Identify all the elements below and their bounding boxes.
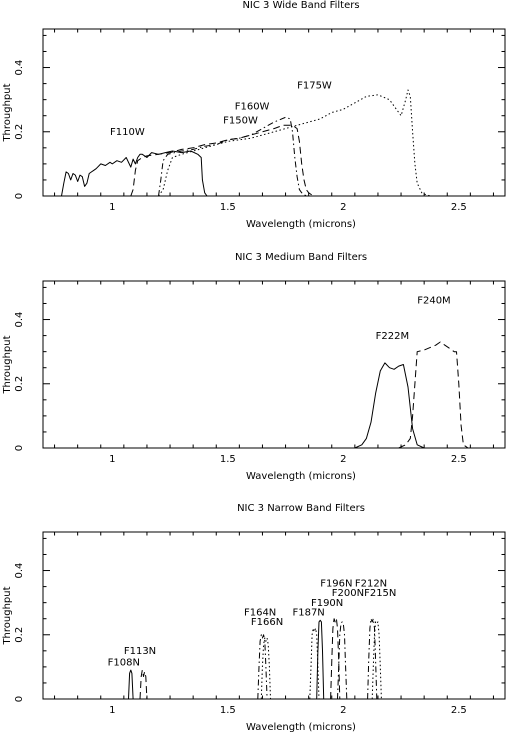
series-line-f150w xyxy=(130,124,314,197)
filter-label-f190n: F190N xyxy=(311,598,343,609)
filter-label-f150w: F150W xyxy=(223,116,258,127)
y-tick-label: 0.4 xyxy=(14,60,25,76)
series-line-f110w xyxy=(61,150,208,197)
y-tick-label: 0 xyxy=(14,193,25,199)
filter-label-f164n: F164N xyxy=(244,608,276,619)
series-line-f212n xyxy=(367,618,378,700)
y-tick-label: 0.4 xyxy=(14,312,25,328)
x-tick-label: 2 xyxy=(340,202,346,213)
x-tick-label: 2 xyxy=(340,705,346,716)
series-line-f108n xyxy=(128,669,134,700)
series-line-f200n xyxy=(337,621,348,700)
series-line-f215n xyxy=(371,621,382,700)
series-line-f190n xyxy=(316,619,325,700)
filter-label-f212n: F212N xyxy=(355,579,387,590)
y-axis-label: Throughput xyxy=(2,335,13,394)
y-tick-label: 0.2 xyxy=(14,376,25,392)
filter-label-f166n: F166N xyxy=(251,617,283,628)
x-tick-label: 1 xyxy=(109,202,115,213)
x-tick-label: 1.5 xyxy=(220,202,236,213)
chart-title: NIC 3 Wide Band Filters xyxy=(242,0,359,11)
series-line-f164n xyxy=(257,634,268,700)
x-tick-label: 1 xyxy=(109,454,115,465)
filter-label-f113n: F113N xyxy=(124,646,156,657)
x-axis-label: Wavelength (microns) xyxy=(246,471,356,482)
y-axis-label: Throughput xyxy=(2,83,13,142)
x-tick-label: 1.5 xyxy=(220,705,236,716)
y-tick-label: 0 xyxy=(14,445,25,451)
series-line-f175w xyxy=(158,89,432,197)
x-tick-label: 1 xyxy=(109,705,115,716)
y-tick-label: 0.2 xyxy=(14,627,25,643)
x-tick-label: 2.5 xyxy=(451,454,467,465)
x-axis-label: Wavelength (microns) xyxy=(246,722,356,733)
series-line-f166n xyxy=(260,637,271,700)
filter-label-f196n: F196N xyxy=(320,579,352,590)
series-line-f113n xyxy=(139,669,148,700)
chart-title: NIC 3 Medium Band Filters xyxy=(235,252,367,263)
chart-panel-3: NIC 3 Narrow Band Filters 1 1.5 2 2.5 0 0.2 0.4… xyxy=(2,503,506,733)
series-line-f196n xyxy=(330,618,341,700)
filter-label-f110w: F110W xyxy=(110,127,145,138)
filter-label-f215n: F215N xyxy=(364,588,396,599)
filter-label-f222m: F222M xyxy=(376,331,409,342)
plot-frame xyxy=(42,28,506,197)
filter-label-f187n: F187N xyxy=(292,608,324,619)
y-tick-label: 0.4 xyxy=(14,563,25,579)
chart-panel-2: NIC 3 Medium Band Filters 1 1.5 2 2.5 0 0.2 0.4… xyxy=(2,252,506,482)
plot-frame xyxy=(42,531,506,700)
y-axis-label: Throughput xyxy=(2,586,13,645)
x-tick-label: 2.5 xyxy=(451,202,467,213)
filter-label-f240m: F240M xyxy=(417,295,450,306)
chart-title: NIC 3 Narrow Band Filters xyxy=(237,503,365,514)
x-tick-label: 2.5 xyxy=(451,705,467,716)
filter-label-f160w: F160W xyxy=(235,101,270,112)
y-tick-label: 0 xyxy=(14,696,25,702)
series-line-f240m xyxy=(398,341,469,449)
y-tick-label: 0.2 xyxy=(14,124,25,140)
plot-frame xyxy=(42,280,506,449)
filter-label-f200n: F200N xyxy=(332,588,364,599)
x-axis-label: Wavelength (microns) xyxy=(246,219,356,230)
series-line-f222m xyxy=(354,362,425,449)
x-tick-label: 1.5 xyxy=(220,454,236,465)
chart-panel-1: NIC 3 Wide Band Filters 1 1.5 2 2.5 0 0.2 0.4 Wa… xyxy=(2,0,506,230)
filter-label-f108n: F108N xyxy=(108,657,140,668)
x-tick-label: 2 xyxy=(340,454,346,465)
filter-label-f175w: F175W xyxy=(297,80,332,91)
